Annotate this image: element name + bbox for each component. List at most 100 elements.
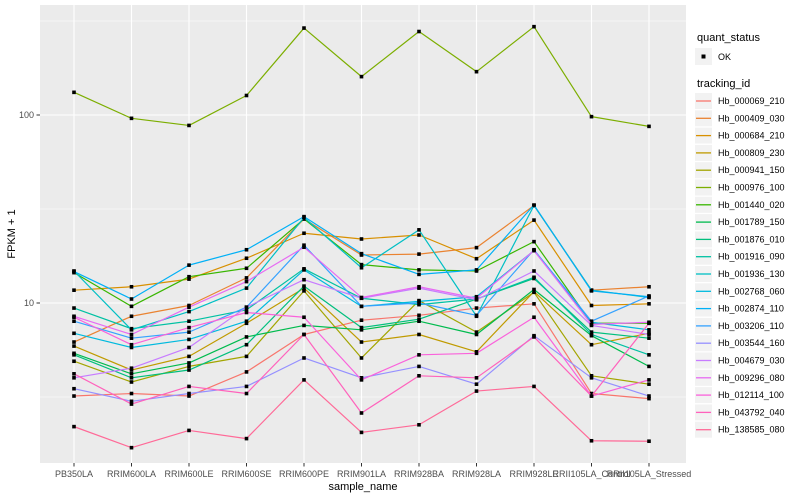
series-Hb_000976_100: [72, 24, 651, 129]
data-point: [187, 123, 191, 128]
data-point: [187, 274, 191, 279]
data-point: [129, 116, 134, 121]
data-point: [417, 301, 421, 305]
data-point: [474, 69, 479, 74]
data-point: [244, 370, 249, 374]
data-point: [417, 284, 421, 289]
data-point: [589, 438, 594, 443]
data-point: [647, 439, 651, 444]
data-point: [72, 340, 76, 344]
data-point: [417, 233, 421, 237]
data-point: [244, 305, 249, 309]
data-point: [417, 252, 421, 256]
data-point: [129, 368, 134, 372]
data-point: [417, 353, 421, 357]
data-point: [359, 328, 364, 332]
data-point: [72, 331, 76, 336]
data-point: [532, 287, 536, 292]
data-point: [244, 342, 249, 347]
data-point: [244, 276, 249, 280]
data-point: [647, 382, 651, 386]
data-point: [359, 378, 364, 382]
data-point: [359, 237, 364, 241]
legend-label-tracking-id: Hb_012114_100: [718, 390, 784, 400]
series-Hb_001789_150: [72, 287, 651, 376]
data-point: [417, 272, 421, 277]
data-point: [417, 422, 421, 427]
data-point: [187, 364, 191, 369]
legend-title-tracking-id: tracking_id: [697, 78, 750, 90]
data-point: [72, 394, 76, 398]
legend-label-tracking-id: Hb_002768_060: [718, 286, 785, 296]
series-Hb_002874_110: [72, 203, 651, 301]
data-point: [129, 297, 134, 301]
data-point: [129, 332, 134, 337]
data-point: [302, 289, 306, 293]
series-Hb_000684_210: [72, 218, 651, 308]
data-point: [187, 354, 191, 359]
legend-label-tracking-id: Hb_000976_100: [718, 183, 785, 193]
data-point: [359, 340, 364, 344]
x-axis-tick-label: RRII105LA_Stressed: [607, 469, 692, 479]
data-point: [129, 366, 134, 370]
data-point: [474, 351, 479, 356]
legend-label-tracking-id: Hb_009296_080: [718, 373, 785, 383]
data-point: [302, 323, 306, 328]
data-point: [129, 336, 134, 340]
data-point: [187, 368, 191, 372]
data-point: [417, 364, 421, 369]
data-point: [244, 247, 249, 252]
data-point: [417, 313, 421, 318]
data-point: [417, 332, 421, 337]
data-point: [129, 342, 134, 347]
data-point: [359, 295, 364, 300]
legend-label-tracking-id: Hb_000069_210: [718, 96, 785, 106]
y-axis-tick-label: 100: [19, 110, 34, 120]
data-point: [244, 384, 249, 389]
data-point: [647, 124, 651, 129]
data-point: [532, 24, 536, 29]
data-point: [302, 284, 306, 288]
data-point: [129, 304, 134, 309]
data-point: [129, 380, 134, 384]
data-point: [589, 391, 594, 396]
data-point: [72, 353, 76, 357]
legend-label-tracking-id: Hb_001916_090: [718, 252, 785, 262]
legend-title-quant-status: quant_status: [697, 32, 760, 44]
data-point: [647, 336, 651, 340]
data-point: [187, 330, 191, 334]
data-point: [532, 335, 536, 339]
data-point: [359, 430, 364, 435]
data-point: [359, 265, 364, 270]
data-point: [187, 391, 191, 396]
x-axis-tick-label: RRIM928BA: [394, 469, 444, 479]
legend-label-tracking-id: Hb_043792_040: [718, 407, 785, 417]
data-point: [359, 356, 364, 360]
data-point: [647, 284, 651, 289]
data-point: [589, 394, 594, 398]
legend: quant_status OK tracking_id Hb_000069_210 Hb…: [695, 32, 785, 438]
data-point: [474, 332, 479, 337]
data-point: [129, 284, 134, 289]
series-lines: [72, 24, 651, 450]
series-Hb_043792_040: [72, 321, 651, 415]
data-point: [244, 308, 249, 312]
data-point: [244, 321, 249, 326]
data-point: [187, 361, 191, 365]
data-point: [417, 228, 421, 232]
data-point: [647, 332, 651, 337]
data-point: [647, 321, 651, 326]
data-point: [187, 325, 191, 330]
data-point: [302, 245, 306, 250]
data-point: [474, 389, 479, 393]
series-Hb_012114_100: [72, 310, 651, 398]
data-point: [72, 344, 76, 348]
data-point: [244, 354, 249, 359]
data-point: [474, 256, 479, 261]
data-point: [129, 372, 134, 376]
data-point: [302, 214, 306, 219]
data-point: [532, 290, 536, 295]
data-point: [187, 309, 191, 314]
data-point: [187, 277, 191, 281]
